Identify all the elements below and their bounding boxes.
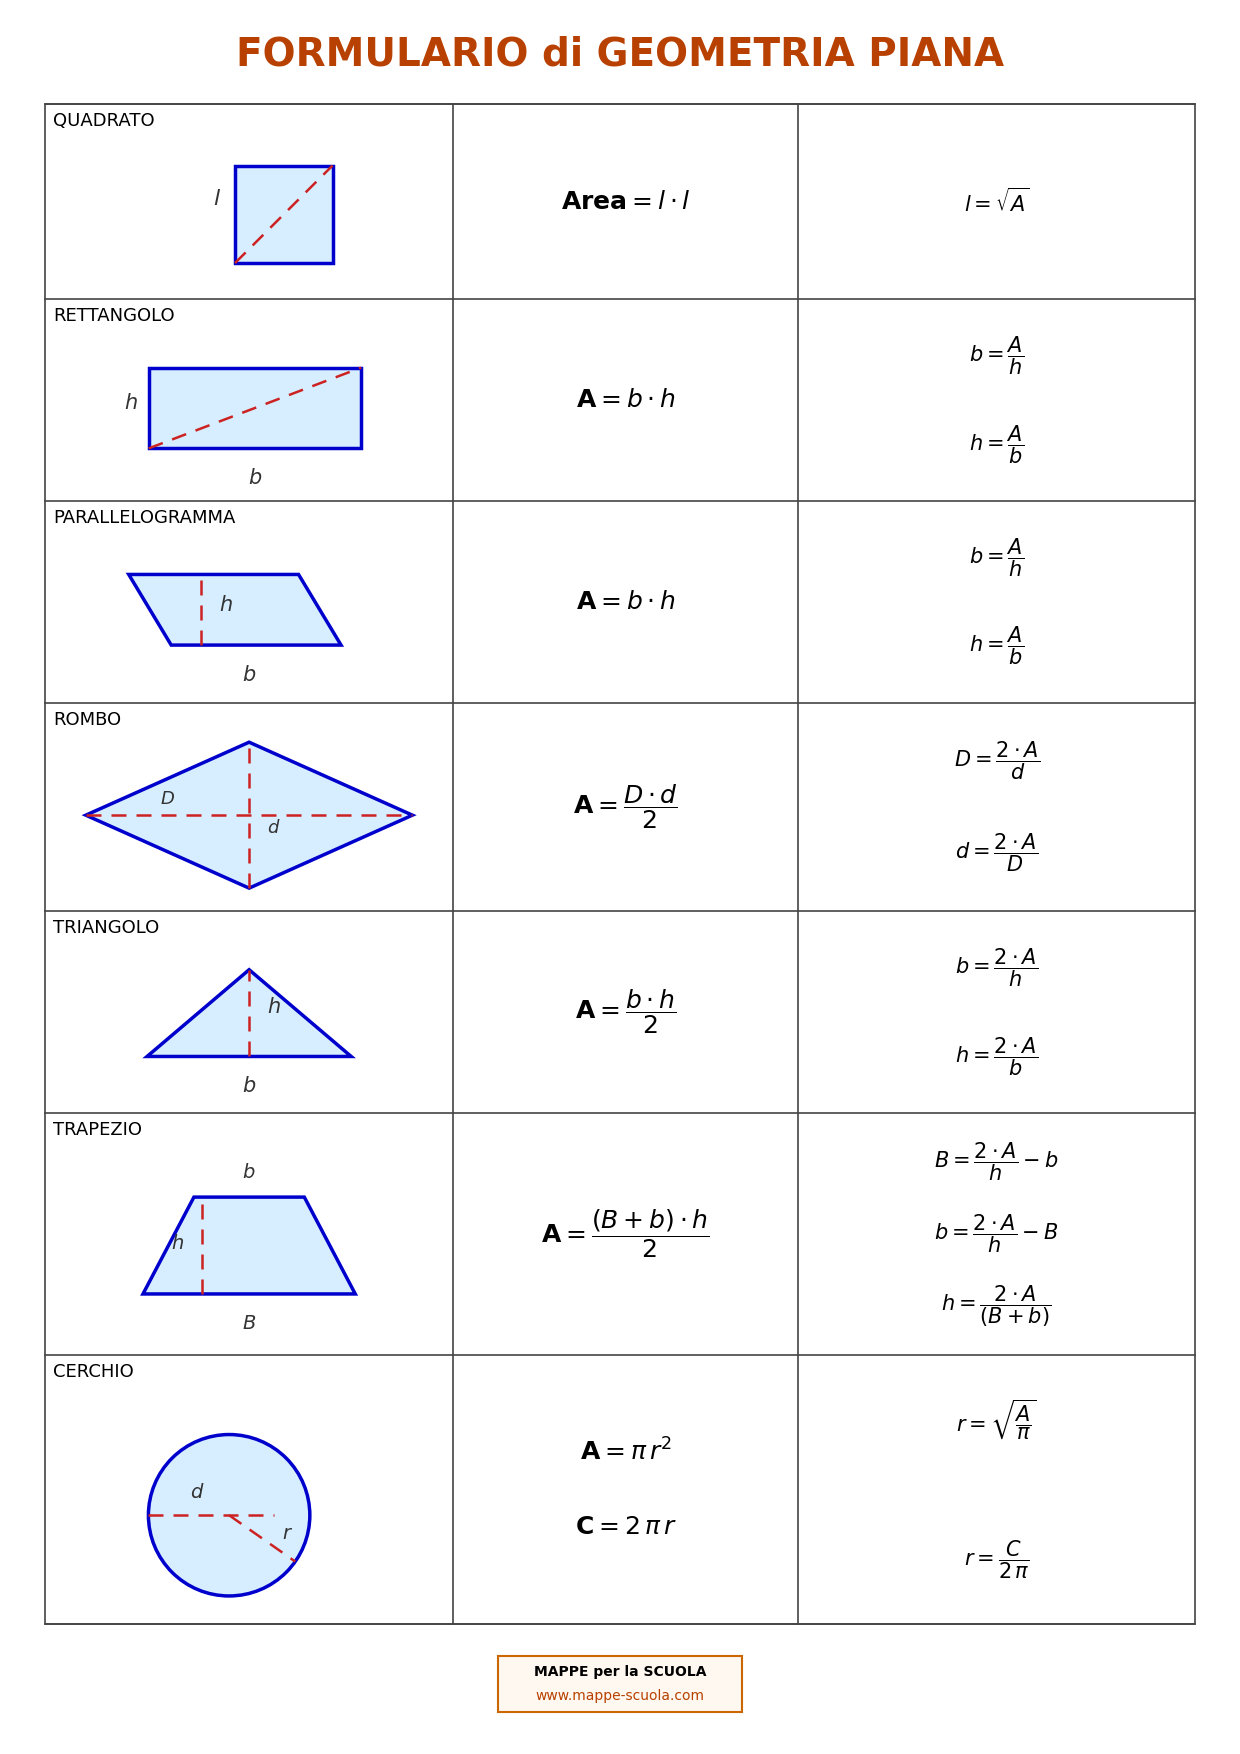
Polygon shape [143, 1198, 356, 1294]
Text: www.mappe-scuola.com: www.mappe-scuola.com [536, 1689, 704, 1703]
Text: $\mathbf{Area} = l \cdot l$: $\mathbf{Area} = l \cdot l$ [560, 189, 691, 214]
Bar [236, 165, 332, 263]
Text: $\mathbf{A} = \dfrac{(B+b) \cdot h}{2}$: $\mathbf{A} = \dfrac{(B+b) \cdot h}{2}$ [542, 1207, 711, 1261]
Polygon shape [148, 970, 351, 1056]
FancyBboxPatch shape [498, 1656, 742, 1712]
Text: $l = \sqrt{A}$: $l = \sqrt{A}$ [963, 188, 1029, 216]
Text: $b$: $b$ [248, 468, 262, 488]
Text: $\mathbf{C} = 2\,\pi\, r$: $\mathbf{C} = 2\,\pi\, r$ [575, 1515, 677, 1540]
Text: $\mathbf{A} = \pi\, r^2$: $\mathbf{A} = \pi\, r^2$ [580, 1438, 672, 1465]
Text: RETTANGOLO: RETTANGOLO [53, 307, 175, 324]
Text: PARALLELOGRAMMA: PARALLELOGRAMMA [53, 509, 236, 526]
Text: $b$: $b$ [242, 1077, 257, 1096]
Text: $b = \dfrac{2 \cdot A}{h} - B$: $b = \dfrac{2 \cdot A}{h} - B$ [935, 1212, 1059, 1256]
Text: $h = \dfrac{2 \cdot A}{(B+b)}$: $h = \dfrac{2 \cdot A}{(B+b)}$ [941, 1284, 1052, 1330]
Text: $\mathbf{A} = b \cdot h$: $\mathbf{A} = b \cdot h$ [575, 388, 676, 412]
Text: $d$: $d$ [267, 819, 280, 837]
Text: $l$: $l$ [213, 189, 221, 209]
Text: $h$: $h$ [219, 595, 233, 614]
Text: $h = \dfrac{2 \cdot A}{b}$: $h = \dfrac{2 \cdot A}{b}$ [955, 1035, 1038, 1077]
Text: $b = \dfrac{A}{h}$: $b = \dfrac{A}{h}$ [968, 537, 1024, 579]
Polygon shape [129, 575, 341, 645]
Text: $B$: $B$ [242, 1314, 257, 1333]
Text: CERCHIO: CERCHIO [53, 1363, 134, 1380]
Text: $h$: $h$ [267, 996, 281, 1017]
Text: TRIANGOLO: TRIANGOLO [53, 919, 159, 937]
Text: $B = \dfrac{2 \cdot A}{h} - b$: $B = \dfrac{2 \cdot A}{h} - b$ [934, 1140, 1059, 1182]
Bar [45, 103, 1195, 1624]
Text: $r = \sqrt{\dfrac{A}{\pi}}$: $r = \sqrt{\dfrac{A}{\pi}}$ [956, 1398, 1037, 1442]
Bar [149, 368, 361, 449]
Text: $h = \dfrac{A}{b}$: $h = \dfrac{A}{b}$ [968, 624, 1024, 667]
Text: $b = \dfrac{2 \cdot A}{h}$: $b = \dfrac{2 \cdot A}{h}$ [955, 947, 1038, 989]
Text: $\mathbf{A} = \dfrac{b \cdot h}{2}$: $\mathbf{A} = \dfrac{b \cdot h}{2}$ [575, 988, 677, 1037]
Text: $r = \dfrac{C}{2\,\pi}$: $r = \dfrac{C}{2\,\pi}$ [963, 1538, 1029, 1580]
Text: TRAPEZIO: TRAPEZIO [53, 1121, 143, 1138]
Polygon shape [86, 742, 413, 888]
Text: $h = \dfrac{A}{b}$: $h = \dfrac{A}{b}$ [968, 423, 1024, 465]
Text: $d$: $d$ [190, 1484, 205, 1501]
Circle shape [149, 1435, 310, 1596]
Text: $b$: $b$ [242, 1163, 255, 1182]
Text: $r$: $r$ [281, 1524, 293, 1542]
Text: FORMULARIO di GEOMETRIA PIANA: FORMULARIO di GEOMETRIA PIANA [236, 35, 1004, 74]
Text: $D = \dfrac{2 \cdot A}{d}$: $D = \dfrac{2 \cdot A}{d}$ [954, 740, 1039, 782]
Text: $b$: $b$ [242, 665, 257, 686]
Text: $\mathbf{A} = b \cdot h$: $\mathbf{A} = b \cdot h$ [575, 589, 676, 614]
Text: MAPPE per la SCUOLA: MAPPE per la SCUOLA [533, 1665, 707, 1679]
Text: ROMBO: ROMBO [53, 710, 122, 728]
Text: $b = \dfrac{A}{h}$: $b = \dfrac{A}{h}$ [968, 335, 1024, 377]
Text: QUADRATO: QUADRATO [53, 112, 155, 130]
Text: $h$: $h$ [171, 1235, 185, 1252]
Text: $h$: $h$ [124, 393, 138, 412]
Text: $\mathbf{A} = \dfrac{D \cdot d}{2}$: $\mathbf{A} = \dfrac{D \cdot d}{2}$ [573, 782, 678, 831]
Text: $D$: $D$ [160, 789, 175, 809]
Text: $d = \dfrac{2 \cdot A}{D}$: $d = \dfrac{2 \cdot A}{D}$ [955, 831, 1038, 873]
